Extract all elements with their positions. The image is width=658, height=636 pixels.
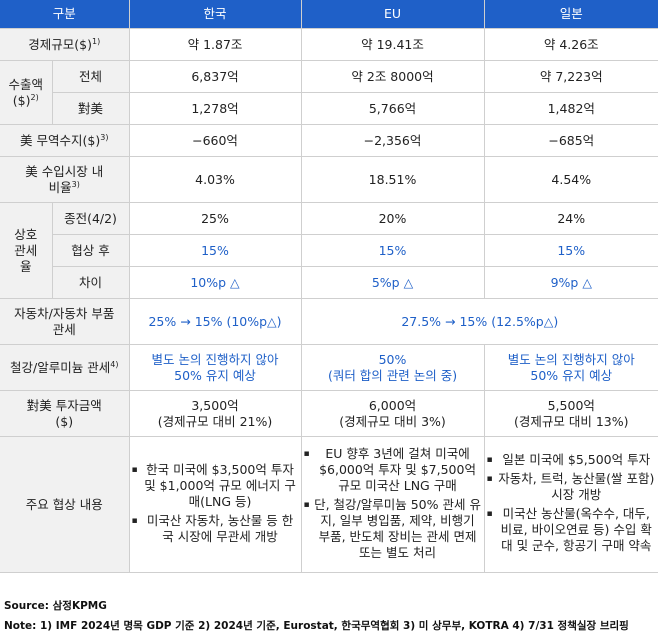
cell-japan-exports-total: 약 7,223억 [483,60,658,93]
list-item: 단, 철강/알루미늄 50% 관세 유지, 일부 병입품, 제약, 비행기 부품… [304,497,482,561]
source-note: Source: 삼정KPMG [4,600,107,612]
sub-label-tariff-diff: 차이 [52,266,130,299]
row-exports-us: 對美 1,278억 5,766억 1,482억 [0,92,658,125]
header-eu: EU [300,0,485,29]
row-exports-total: 수출액 ($)2) 전체 6,837억 약 2조 8000억 약 7,223억 [0,60,658,125]
cell-eu-tariff-after: 15% [300,234,485,267]
row-tariff-before: 상호 관세 율 종전(4/2) 25% 20% 24% [0,202,658,299]
japan-content-list: 일본 미국에 $5,500억 투자 자동차, 트럭, 농산물(쌀 포함) 시장 … [487,452,657,554]
cell-korea-main-content: 한국 미국에 $3,500억 투자 및 $1,000억 규모 에너지 구매(LN… [128,436,302,573]
list-item: 한국 미국에 $3,500억 투자 및 $1,000억 규모 에너지 구매(LN… [132,462,299,510]
row-label-tariff: 상호 관세 율 [0,202,53,299]
korea-content-list: 한국 미국에 $3,500억 투자 및 $1,000억 규모 에너지 구매(LN… [132,462,299,545]
row-label-investment: 對美 투자금액 ($) [0,390,130,437]
sub-label-tariff-after: 협상 후 [52,234,130,267]
cell-eu-tariff-before: 20% [300,202,485,235]
cell-eu-trade-balance: −2,356억 [300,124,485,157]
row-economy: 경제규모($)1) 약 1.87조 약 19.41조 약 4.26조 [0,28,658,61]
footnote: Note: 1) IMF 2024년 명목 GDP 기준 2) 2024년 기준… [4,620,629,632]
list-item: 자동차, 트럭, 농산물(쌀 포함) 시장 개방 [487,471,657,503]
row-investment: 對美 투자금액 ($) 3,500억 (경제규모 대비 21%) 6,000억 … [0,390,658,437]
cell-japan-exports-us: 1,482억 [483,92,658,125]
cell-eu-exports-us: 5,766억 [300,92,485,125]
row-label-trade-balance: 美 무역수지($)3) [0,124,130,157]
cell-korea-import-share: 4.03% [128,156,302,203]
header-category: 구분 [0,0,130,29]
cell-eu-investment: 6,000억 (경제규모 대비 3%) [300,390,485,437]
row-label-steel-tariff: 철강/알루미늄 관세4) [0,344,130,391]
row-trade-balance: 美 무역수지($)3) −660억 −2,356억 −685억 [0,124,658,157]
sub-label-tariff-before: 종전(4/2) [51,202,130,235]
cell-korea-tariff-before: 25% [128,202,302,235]
cell-japan-trade-balance: −685억 [483,124,658,157]
header-korea: 한국 [128,0,302,29]
list-item: 일본 미국에 $5,500억 투자 [487,452,657,468]
row-tariff-diff: 차이 10%p △ 5%p △ 9%p △ [0,266,658,299]
cell-korea-investment: 3,500억 (경제규모 대비 21%) [128,390,302,437]
cell-japan-economy: 약 4.26조 [483,28,658,61]
sub-label-exports-total: 전체 [51,60,130,93]
cell-japan-tariff-diff: 9%p △ [483,266,658,299]
cell-korea-exports-us: 1,278억 [128,92,302,125]
sub-label-exports-us: 對美 [52,92,130,125]
cell-eu-economy: 약 19.41조 [300,28,485,61]
cell-korea-steel-tariff: 별도 논의 진행하지 않아 50% 유지 예상 [128,344,302,391]
cell-korea-trade-balance: −660억 [128,124,302,157]
row-tariff-after: 협상 후 15% 15% 15% [0,234,658,267]
cell-korea-economy: 약 1.87조 [128,28,302,61]
row-import-share: 美 수입시장 내 비율3) 4.03% 18.51% 4.54% [0,156,658,203]
row-auto-tariff: 자동차/자동차 부품 관세 25% → 15% (10%p△) 27.5% → … [0,298,658,345]
row-label-main-content: 주요 협상 내용 [0,436,130,573]
row-label-exports: 수출액 ($)2) [0,60,53,125]
cell-korea-tariff-after: 15% [128,234,302,267]
list-item: 미국산 농산물(옥수수, 대두, 비료, 바이오연료 등) 수입 확대 및 군수… [487,506,657,554]
row-label-economy: 경제규모($)1) [0,28,130,61]
cell-japan-import-share: 4.54% [483,156,658,203]
header-japan: 일본 [483,0,658,29]
cell-korea-auto-tariff: 25% → 15% (10%p△) [128,298,302,345]
cell-japan-main-content: 일본 미국에 $5,500억 투자 자동차, 트럭, 농산물(쌀 포함) 시장 … [483,436,658,573]
eu-content-list: EU 향후 3년에 걸쳐 미국에 $6,000억 투자 및 $7,500억 규모… [304,446,482,561]
list-item: EU 향후 3년에 걸쳐 미국에 $6,000억 투자 및 $7,500억 규모… [304,446,482,494]
row-main-content: 주요 협상 내용 한국 미국에 $3,500억 투자 및 $1,000억 규모 … [0,436,658,573]
cell-eu-steel-tariff: 50% (쿼터 합의 관련 논의 중) [300,344,485,391]
cell-japan-tariff-after: 15% [483,234,658,267]
cell-eu-tariff-diff: 5%p △ [300,266,485,299]
header-row: 구분 한국 EU 일본 [0,0,658,29]
list-item: 미국산 자동차, 농산물 등 한국 시장에 무관세 개방 [132,513,299,545]
row-steel-tariff: 철강/알루미늄 관세4) 별도 논의 진행하지 않아 50% 유지 예상 50%… [0,344,658,391]
cell-eu-japan-auto-tariff: 27.5% → 15% (12.5%p△) [300,298,658,345]
comparison-table: 구분 한국 EU 일본 경제규모($)1) 약 1.87조 약 19.41조 약… [0,0,658,573]
cell-japan-tariff-before: 24% [483,202,658,235]
cell-korea-tariff-diff: 10%p △ [128,266,302,299]
cell-eu-exports-total: 약 2조 8000억 [300,60,485,93]
cell-eu-import-share: 18.51% [300,156,485,203]
row-label-import-share: 美 수입시장 내 비율3) [0,156,130,203]
row-label-auto-tariff: 자동차/자동차 부품 관세 [0,298,130,345]
cell-korea-exports-total: 6,837억 [128,60,302,93]
cell-japan-investment: 5,500억 (경제규모 대비 13%) [483,390,658,437]
cell-eu-main-content: EU 향후 3년에 걸쳐 미국에 $6,000억 투자 및 $7,500억 규모… [300,436,485,573]
cell-japan-steel-tariff: 별도 논의 진행하지 않아 50% 유지 예상 [483,344,658,391]
